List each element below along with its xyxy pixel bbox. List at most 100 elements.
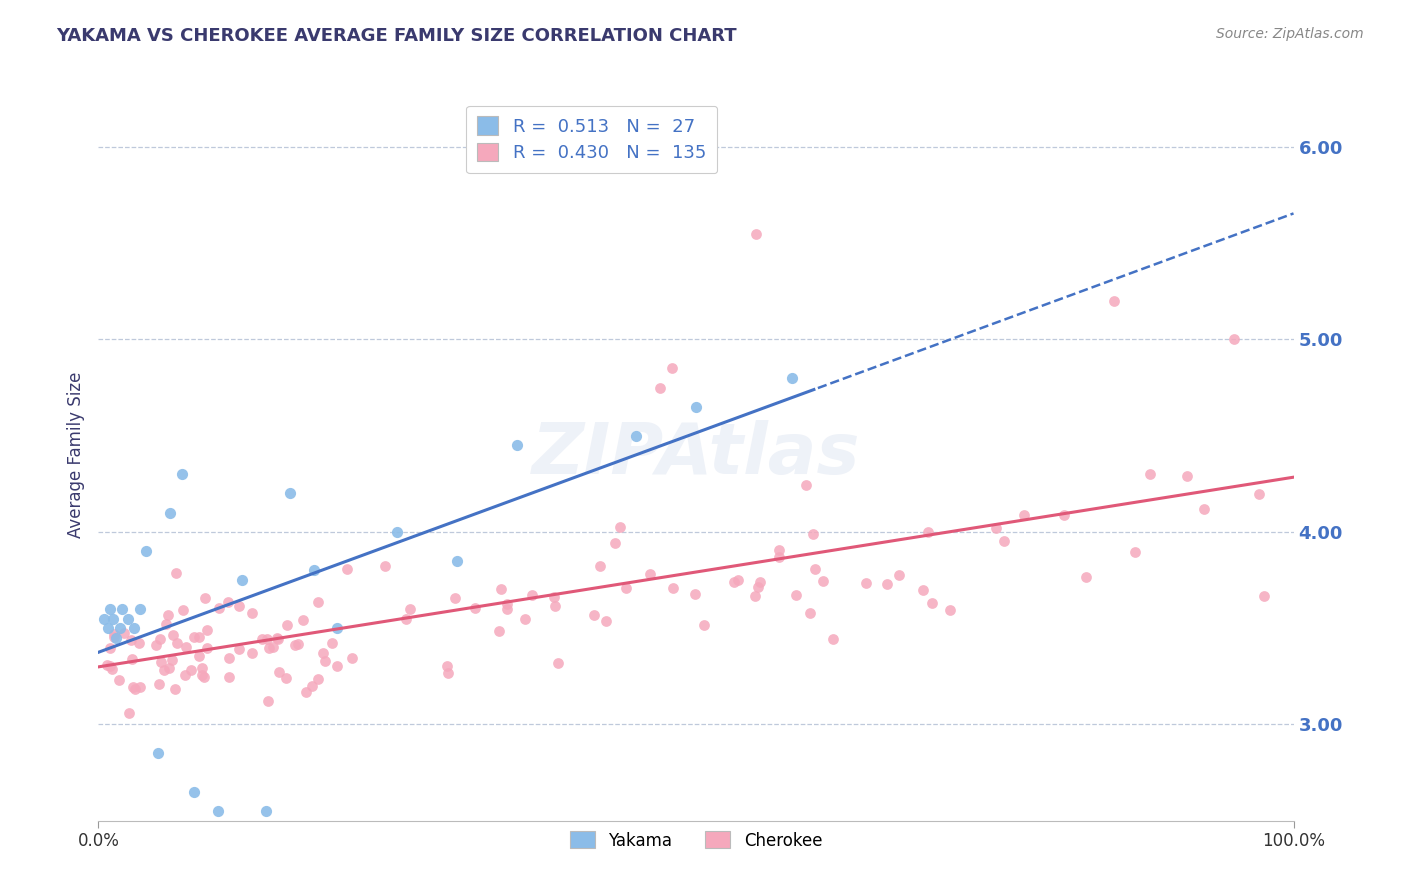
Point: [267, 665, 290, 679]
Point: [256, 632, 278, 647]
Point: [745, 227, 768, 241]
Point: [917, 524, 939, 539]
Point: [194, 591, 217, 606]
Point: [595, 614, 617, 628]
Point: [374, 559, 396, 574]
Point: [163, 682, 186, 697]
Point: [159, 506, 181, 520]
Text: ZIPAtlas: ZIPAtlas: [531, 420, 860, 490]
Point: [648, 380, 672, 394]
Point: [250, 632, 273, 646]
Point: [506, 438, 529, 452]
Point: [326, 659, 349, 673]
Point: [921, 596, 943, 610]
Point: [193, 670, 215, 684]
Point: [150, 656, 173, 670]
Point: [768, 550, 790, 565]
Point: [218, 650, 240, 665]
Point: [589, 559, 612, 574]
Point: [98, 602, 122, 616]
Point: [749, 574, 772, 589]
Point: [624, 428, 647, 442]
Point: [135, 544, 157, 558]
Point: [274, 671, 297, 685]
Point: [103, 627, 125, 641]
Point: [165, 566, 187, 580]
Point: [1222, 333, 1246, 347]
Point: [496, 597, 519, 611]
Point: [1076, 570, 1098, 584]
Point: [513, 611, 536, 625]
Point: [785, 588, 807, 602]
Point: [129, 680, 152, 694]
Point: [993, 534, 1015, 549]
Point: [254, 804, 277, 818]
Point: [157, 608, 180, 623]
Point: [394, 612, 416, 626]
Point: [488, 624, 510, 639]
Point: [326, 621, 349, 635]
Point: [780, 371, 803, 385]
Point: [240, 607, 263, 621]
Point: [207, 804, 229, 818]
Point: [939, 603, 962, 617]
Point: [1139, 467, 1161, 482]
Point: [129, 602, 152, 616]
Point: [166, 635, 188, 649]
Point: [148, 746, 170, 760]
Point: [208, 600, 231, 615]
Point: [118, 706, 141, 720]
Point: [727, 574, 749, 588]
Point: [340, 650, 363, 665]
Point: [685, 400, 707, 414]
Point: [97, 621, 120, 635]
Point: [96, 657, 118, 672]
Point: [986, 521, 1008, 535]
Point: [120, 633, 142, 648]
Point: [1012, 508, 1035, 522]
Point: [294, 684, 316, 698]
Point: [276, 617, 298, 632]
Point: [811, 574, 834, 589]
Point: [157, 660, 180, 674]
Point: [544, 599, 567, 613]
Point: [98, 640, 121, 655]
Point: [399, 602, 422, 616]
Point: [231, 573, 253, 587]
Point: [188, 631, 211, 645]
Point: [190, 667, 212, 681]
Point: [803, 562, 825, 576]
Text: Source: ZipAtlas.com: Source: ZipAtlas.com: [1216, 27, 1364, 41]
Point: [1249, 487, 1271, 501]
Point: [876, 577, 898, 591]
Point: [242, 646, 264, 660]
Point: [124, 681, 146, 696]
Point: [108, 621, 131, 635]
Point: [1053, 508, 1076, 522]
Point: [228, 599, 250, 613]
Point: [821, 632, 844, 647]
Point: [855, 576, 877, 591]
Point: [543, 591, 565, 605]
Point: [195, 623, 218, 637]
Point: [180, 663, 202, 677]
Point: [443, 591, 465, 605]
Point: [287, 637, 309, 651]
Point: [174, 640, 197, 654]
Point: [148, 677, 170, 691]
Point: [128, 636, 150, 650]
Point: [446, 554, 468, 568]
Point: [98, 658, 121, 673]
Point: [312, 646, 335, 660]
Point: [122, 680, 145, 694]
Point: [183, 630, 205, 644]
Point: [307, 595, 329, 609]
Point: [121, 652, 143, 666]
Point: [887, 568, 910, 582]
Point: [583, 607, 606, 622]
Point: [661, 361, 683, 376]
Point: [336, 562, 359, 576]
Point: [302, 563, 325, 577]
Point: [1123, 545, 1146, 559]
Point: [693, 618, 716, 632]
